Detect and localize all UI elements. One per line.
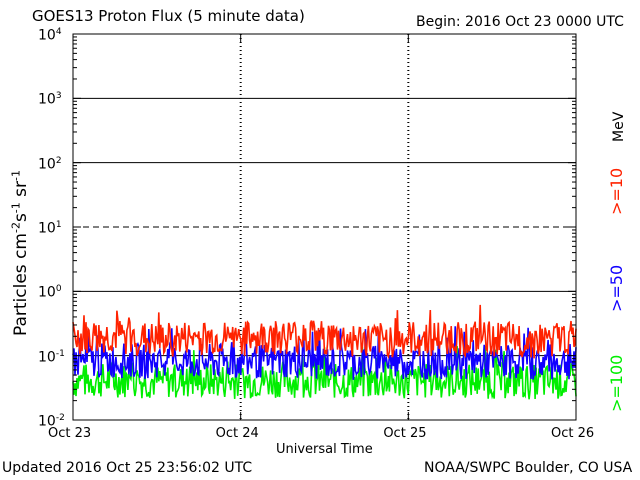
y-tick-label: 10-2 [38,413,65,430]
y-tick-label: 100 [38,284,62,301]
chart-ticks [72,34,577,421]
chart-title: GOES13 Proton Flux (5 minute data) [32,7,305,25]
credit-line: NOAA/SWPC Boulder, CO USA [424,460,633,476]
legend-entry-10mev: >=10 [607,167,626,215]
x-axis-label: Universal Time [276,442,373,457]
y-tick-label: 104 [38,27,62,44]
begin-time: Begin: 2016 Oct 23 0000 UTC [416,14,624,30]
updated-timestamp: Updated 2016 Oct 25 23:56:02 UTC [2,460,253,476]
y-tick-label: 10-1 [38,348,65,366]
legend-entry-50mev: >=50 [607,264,626,312]
chart-series [72,304,577,400]
y-tick-label: 102 [38,155,62,173]
x-tick-label: Oct 23 [48,426,92,441]
y-tick-label: 103 [38,91,62,108]
x-tick-label: Oct 26 [551,426,595,441]
x-tick-label: Oct 24 [215,426,259,441]
legend-unit: MeV [611,111,627,142]
legend-entry-100mev: >=100 [607,354,626,412]
y-tick-label: 101 [38,220,62,237]
x-tick-label: Oct 25 [383,426,427,441]
series-line-0 [72,304,577,359]
y-axis-label: Particles cm-2s-1 sr-1 [9,170,31,336]
